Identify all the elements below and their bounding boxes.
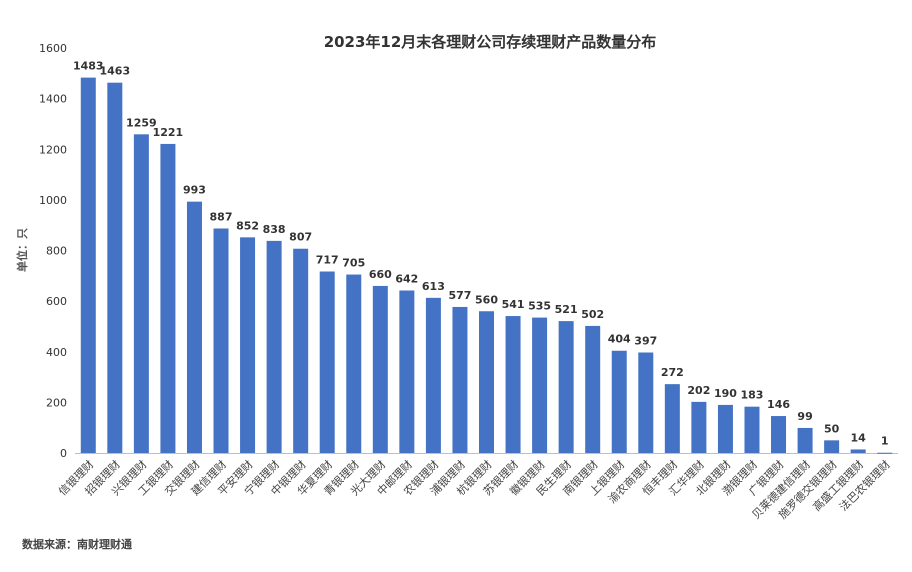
bar xyxy=(213,228,229,453)
bar xyxy=(850,449,866,453)
bar xyxy=(717,404,733,453)
data-label: 613 xyxy=(422,280,445,293)
data-label: 50 xyxy=(824,422,840,435)
y-tick-label: 200 xyxy=(46,396,67,409)
chart-title: 2023年12月末各理财公司存续理财产品数量分布 xyxy=(324,33,657,51)
bar xyxy=(611,350,627,453)
bar xyxy=(80,77,96,453)
data-label: 521 xyxy=(555,303,578,316)
bar xyxy=(160,143,176,453)
data-label: 1259 xyxy=(126,116,157,129)
data-source: 数据来源：南财理财通 xyxy=(22,538,132,551)
bar xyxy=(133,134,149,454)
data-label: 183 xyxy=(740,389,763,402)
data-label: 717 xyxy=(316,254,339,267)
data-label: 852 xyxy=(236,219,259,232)
bar xyxy=(319,271,335,453)
y-tick-label: 1000 xyxy=(39,194,67,207)
bar xyxy=(824,440,840,453)
data-label: 190 xyxy=(714,387,737,400)
data-label: 99 xyxy=(797,410,812,423)
bar xyxy=(266,240,282,453)
y-tick-label: 600 xyxy=(46,295,67,308)
bar xyxy=(107,82,123,453)
bar xyxy=(452,306,468,453)
bar xyxy=(638,352,654,453)
y-tick-label: 1600 xyxy=(39,42,67,55)
bar xyxy=(240,237,256,453)
data-label: 202 xyxy=(687,384,710,397)
bar xyxy=(399,290,415,453)
y-tick-label: 0 xyxy=(60,447,67,460)
data-label: 535 xyxy=(528,300,551,313)
bar xyxy=(744,406,760,453)
data-label: 1483 xyxy=(73,60,104,73)
bar xyxy=(877,452,893,454)
data-label: 272 xyxy=(661,366,684,379)
data-label: 1 xyxy=(881,435,889,448)
data-label: 14 xyxy=(851,431,867,444)
y-tick-label: 400 xyxy=(46,346,67,359)
bar xyxy=(771,416,787,453)
bar xyxy=(372,285,388,453)
bar xyxy=(425,297,441,453)
data-label: 560 xyxy=(475,293,498,306)
y-axis-label: 单位：只 xyxy=(15,228,29,272)
bar xyxy=(346,274,362,453)
data-label: 502 xyxy=(581,308,604,321)
data-label: 1221 xyxy=(153,126,184,139)
data-label: 705 xyxy=(342,257,365,270)
bar xyxy=(691,401,707,453)
bar xyxy=(532,317,548,453)
data-label: 541 xyxy=(502,298,525,311)
data-label: 807 xyxy=(289,231,312,244)
data-label: 404 xyxy=(608,333,631,346)
data-label: 838 xyxy=(263,223,286,236)
bar xyxy=(797,427,813,453)
bar xyxy=(293,248,309,453)
data-label: 660 xyxy=(369,268,392,281)
y-tick-label: 1200 xyxy=(39,143,67,156)
data-label: 1463 xyxy=(100,65,131,78)
y-tick-label: 800 xyxy=(46,245,67,258)
data-label: 642 xyxy=(395,272,418,285)
bar xyxy=(585,325,601,453)
data-label: 887 xyxy=(210,210,233,223)
bar xyxy=(558,321,574,453)
bar xyxy=(186,201,202,453)
data-label: 146 xyxy=(767,398,790,411)
data-label: 577 xyxy=(448,289,471,302)
bar xyxy=(664,384,680,453)
data-label: 397 xyxy=(634,335,657,348)
bar xyxy=(479,311,494,453)
y-tick-label: 1400 xyxy=(39,93,67,106)
bar xyxy=(505,316,521,453)
data-label: 993 xyxy=(183,184,206,197)
